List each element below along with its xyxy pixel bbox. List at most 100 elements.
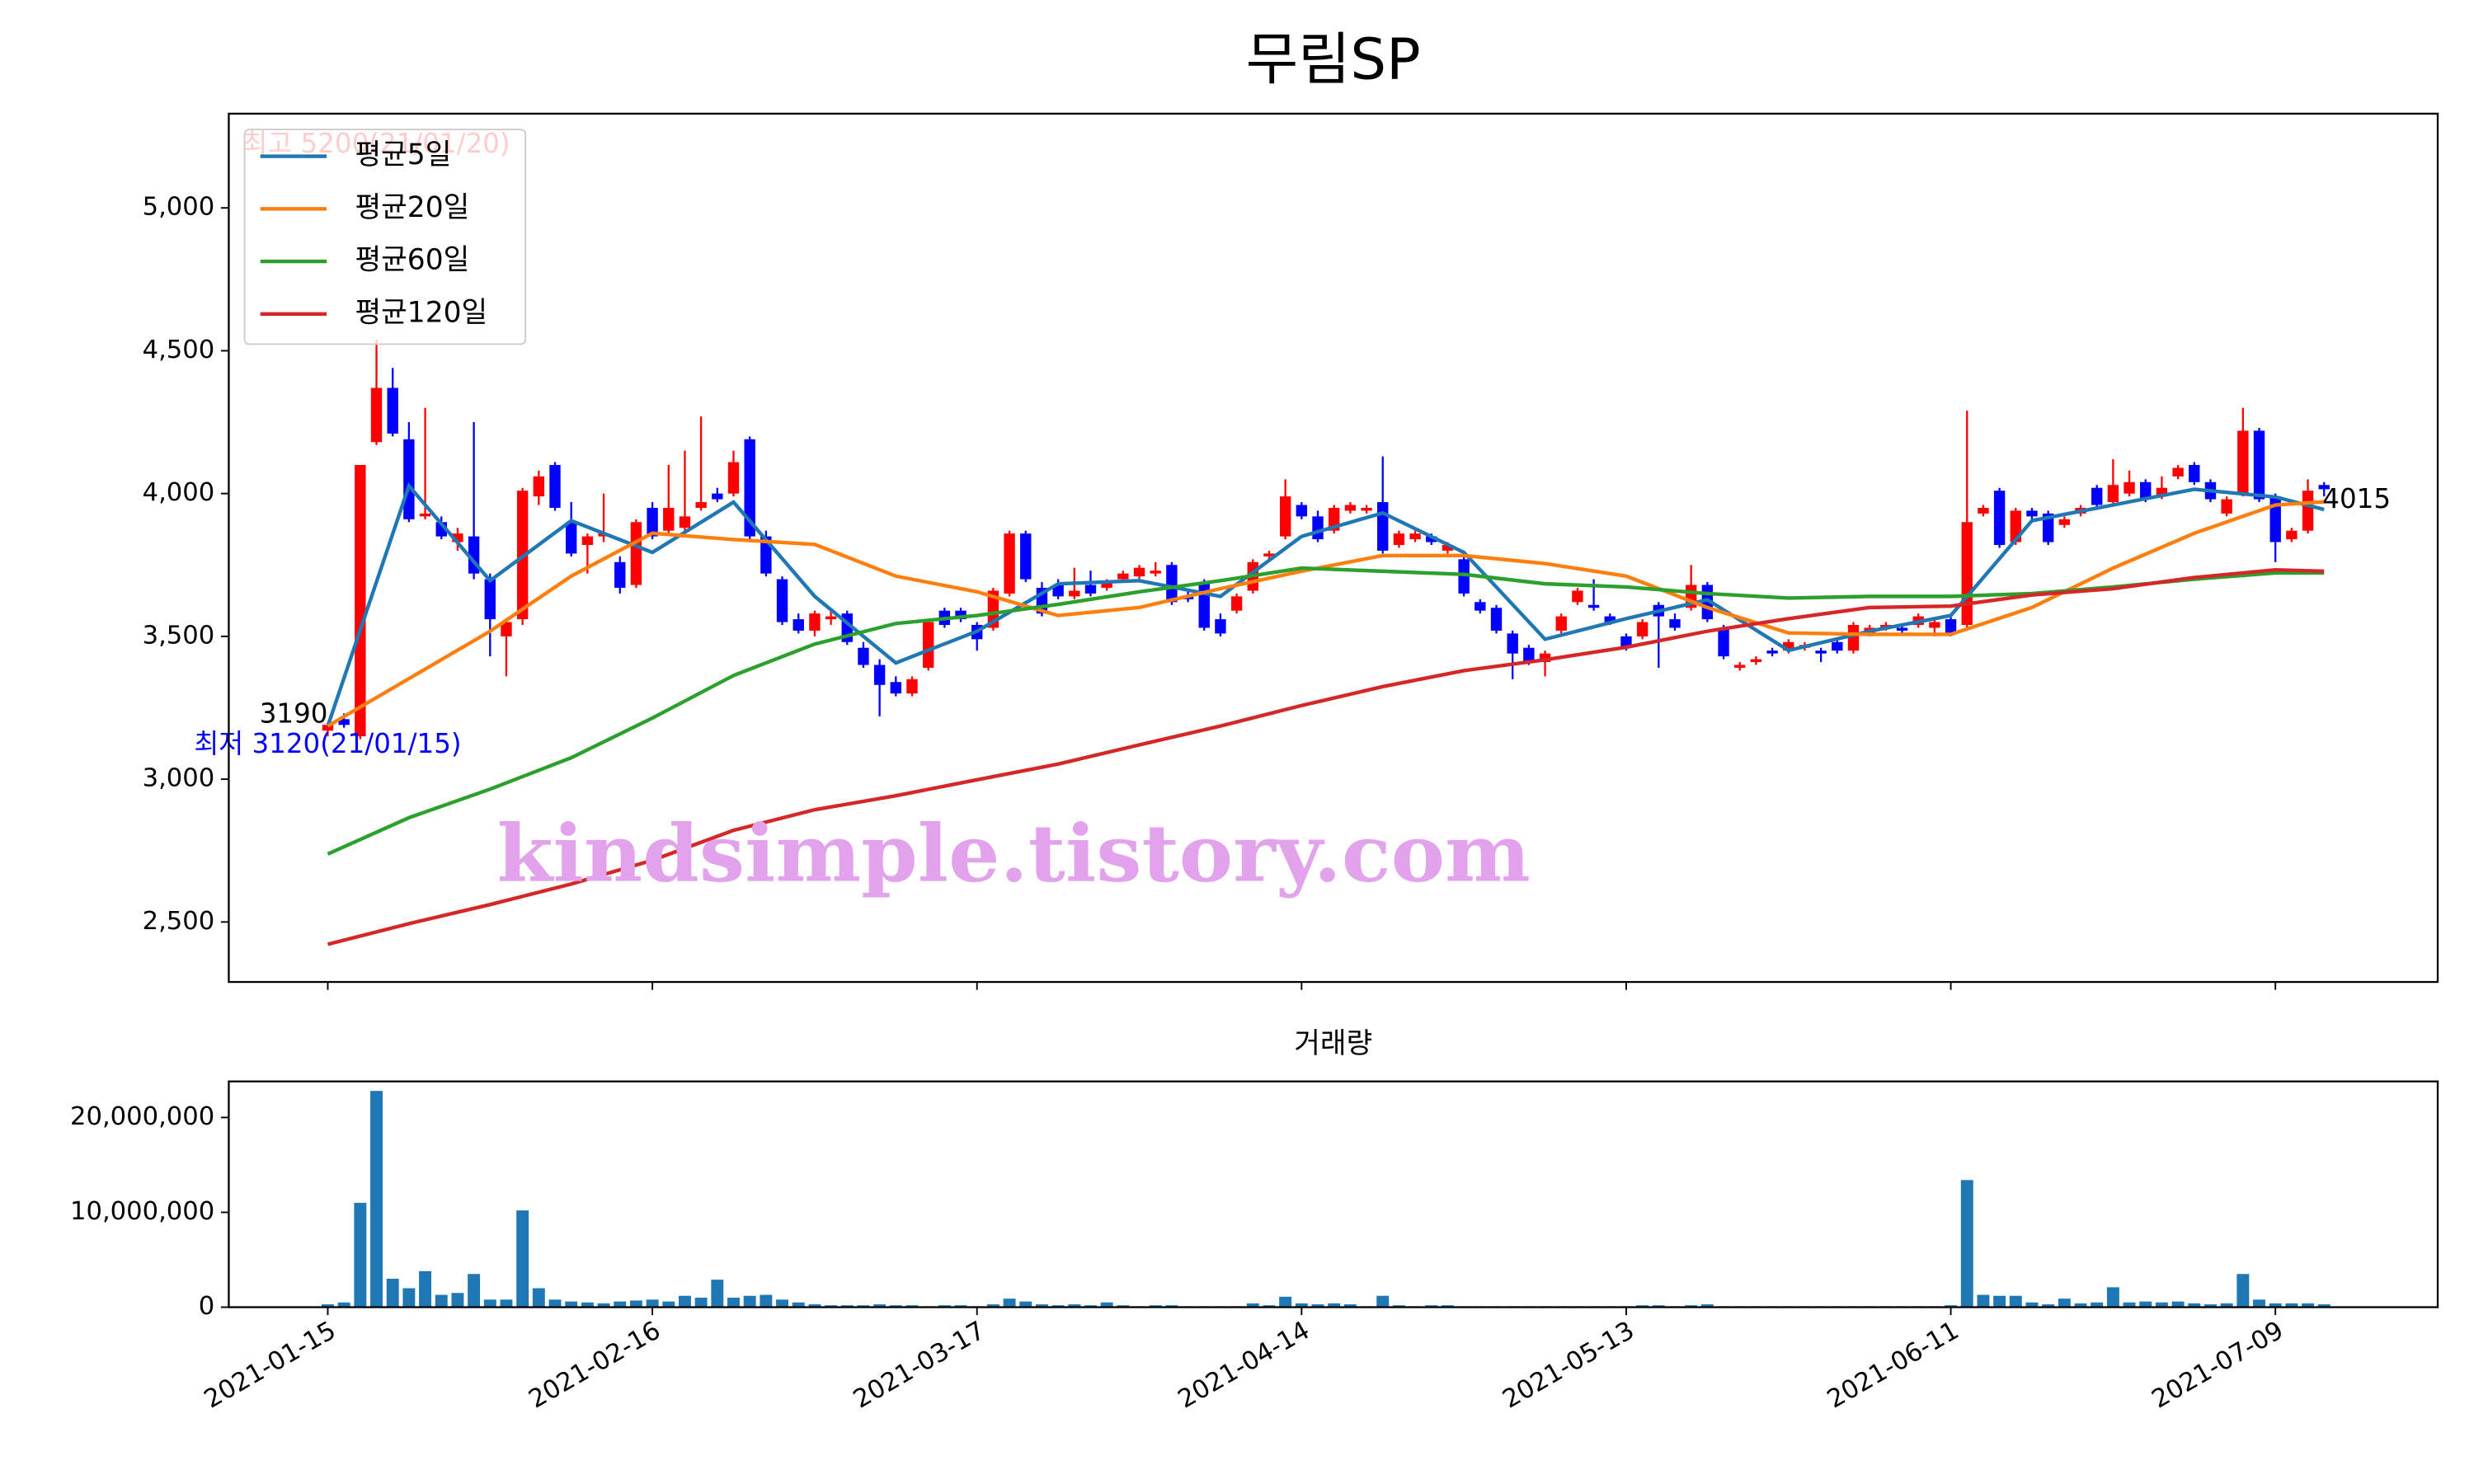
candle-body (922, 622, 934, 668)
candle-body (890, 682, 902, 694)
x-tick-label: 2021-07-09 (2147, 1316, 2288, 1414)
candle-body (1783, 641, 1794, 651)
candle-body (2156, 487, 2168, 497)
volume-bar (986, 1304, 999, 1308)
volume-bar (370, 1091, 383, 1308)
candle-body (1344, 505, 1357, 511)
candle-body (955, 610, 967, 620)
volume-bar (2139, 1301, 2152, 1308)
volume-bar (1945, 1305, 1958, 1308)
volume-bar (2042, 1304, 2055, 1308)
volume-bar (646, 1299, 659, 1308)
y-tick-label: 2,500 (143, 907, 215, 936)
volume-title: 거래량 (1294, 1027, 1372, 1060)
volume-bar (1100, 1302, 1113, 1308)
volume-bar (2188, 1303, 2201, 1308)
volume-bar (1003, 1298, 1016, 1308)
volume-bar (694, 1298, 708, 1308)
volume-bar (2058, 1298, 2071, 1308)
y-tick-label: 10,000,000 (70, 1197, 214, 1226)
ma-line (327, 567, 2325, 946)
candle-body (1945, 619, 1957, 634)
candle-body (1604, 616, 1616, 622)
candle-body (2091, 487, 2103, 505)
volume-bar (565, 1301, 578, 1308)
candle-body (1555, 616, 1567, 631)
x-tick-label: 2021-06-11 (1823, 1316, 1964, 1414)
volume-bar (1263, 1305, 1276, 1308)
volume-bar (386, 1279, 399, 1308)
volume-bar (2269, 1303, 2282, 1308)
candle-body (1215, 619, 1226, 634)
volume-bar (905, 1305, 919, 1308)
annotation: 최저 3120(21/01/15) (194, 728, 461, 759)
candle-body (1279, 496, 1291, 537)
candle-body (776, 579, 788, 622)
volume-bar (857, 1305, 870, 1308)
volume-bar (1700, 1304, 1714, 1308)
candle-body (2286, 530, 2298, 540)
volume-bar (760, 1294, 773, 1308)
candle-body (1442, 545, 1454, 551)
candle-body (322, 725, 334, 731)
volume-bar (2317, 1304, 2331, 1308)
candle-body (355, 464, 366, 737)
volume-bar (1977, 1294, 1990, 1308)
volume-bar (500, 1299, 513, 1308)
candle-body (419, 513, 431, 517)
candle-body (1523, 647, 1535, 663)
candle-body (1296, 505, 1308, 517)
volume-bar (792, 1302, 805, 1308)
volume-bar (2155, 1302, 2168, 1308)
candle-body (2318, 485, 2330, 490)
y-tick-label: 5,000 (143, 193, 215, 222)
candle-body (1847, 625, 1860, 651)
candle-body (565, 522, 577, 554)
candle-body (1507, 633, 1518, 654)
candle-body (2253, 430, 2265, 500)
volume-bar (2123, 1302, 2136, 1308)
annotation: 3190 (260, 697, 328, 729)
y-tick-label: 0 (199, 1292, 214, 1321)
volume-bar (516, 1210, 529, 1308)
volume-bar (840, 1305, 854, 1308)
candle-body (370, 387, 383, 443)
legend-label: 평균20일 (355, 191, 469, 224)
candle-body (1961, 522, 1973, 626)
candle-body (1361, 507, 1372, 511)
candle-body (1636, 622, 1649, 636)
candle-body (403, 439, 415, 519)
volume-bar (1068, 1304, 1081, 1308)
y-tick-label: 3,000 (143, 764, 215, 793)
volume-bar (337, 1302, 350, 1308)
candle-body (2058, 519, 2071, 525)
candle-body (1263, 553, 1275, 556)
y-tick-label: 4,000 (143, 478, 215, 507)
volume-bar (532, 1288, 545, 1308)
candle-body (1084, 585, 1097, 594)
y-tick-label: 20,000,000 (70, 1102, 214, 1131)
candle-body (2237, 430, 2249, 494)
axes-frame (228, 1080, 2439, 1308)
candle-body (1198, 582, 1210, 628)
y-tick-label: 3,500 (143, 621, 215, 650)
volume-bar (1993, 1295, 2006, 1308)
candle-body (1475, 602, 1486, 611)
candle-body (1166, 565, 1178, 603)
candle-body (549, 464, 561, 508)
candle-body (1377, 502, 1389, 551)
candle-body (2140, 481, 2152, 500)
volume-bar (776, 1299, 789, 1308)
ma-line (327, 500, 2325, 728)
candle-body (809, 613, 821, 631)
candle-body (533, 476, 545, 497)
candle-body (1734, 665, 1746, 668)
volume-bar (825, 1305, 838, 1308)
candle-body (1896, 627, 1908, 631)
candle-body (1230, 596, 1243, 611)
volume-bar (1960, 1180, 1973, 1308)
candle-body (1101, 582, 1112, 588)
axes-frame (228, 112, 2439, 984)
volume-bar (1035, 1304, 1048, 1308)
volume-bar (1295, 1303, 1308, 1308)
